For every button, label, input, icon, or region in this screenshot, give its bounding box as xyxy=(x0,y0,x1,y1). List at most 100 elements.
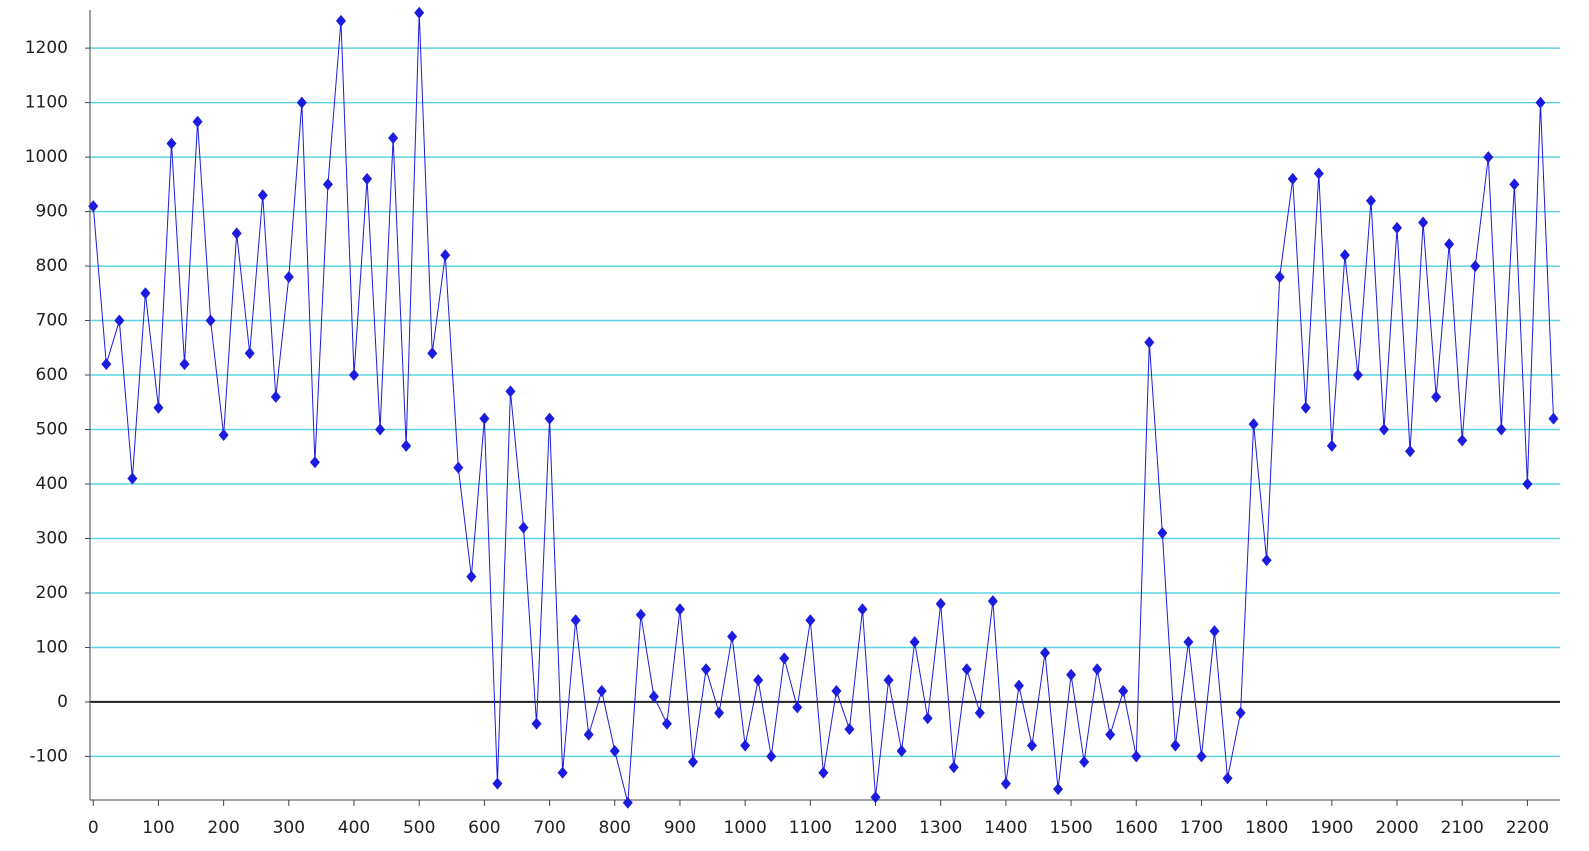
point xyxy=(349,369,360,382)
point xyxy=(609,744,620,757)
point xyxy=(1418,216,1429,229)
point xyxy=(844,723,855,736)
point xyxy=(883,674,894,687)
point xyxy=(1392,221,1403,234)
x-tick-label: 1900 xyxy=(1310,818,1353,838)
y-tick-label: 200 xyxy=(36,583,68,603)
point xyxy=(805,614,816,627)
y-tick-label: 300 xyxy=(36,528,68,548)
point xyxy=(948,761,959,774)
point xyxy=(596,685,607,698)
point xyxy=(1287,172,1298,185)
point xyxy=(727,630,738,643)
point xyxy=(114,314,125,327)
point xyxy=(231,227,242,240)
point xyxy=(935,597,946,610)
x-tick-label: 100 xyxy=(142,818,174,838)
point xyxy=(244,347,255,360)
point xyxy=(1131,750,1142,763)
y-tick-label: 500 xyxy=(36,420,68,440)
point xyxy=(1300,401,1311,414)
point xyxy=(218,428,229,441)
x-tick-label: 500 xyxy=(403,818,435,838)
x-tick-label: 300 xyxy=(273,818,305,838)
series-line xyxy=(92,12,1554,803)
x-tick-label: 2000 xyxy=(1375,818,1418,838)
point xyxy=(140,287,151,300)
point xyxy=(388,132,399,145)
x-tick-label: 700 xyxy=(533,818,565,838)
point xyxy=(1274,270,1285,283)
point xyxy=(101,358,112,371)
point xyxy=(1522,478,1533,490)
point xyxy=(414,6,425,19)
y-tick-label: 600 xyxy=(36,365,68,385)
point xyxy=(153,401,164,414)
point xyxy=(1496,423,1507,436)
point xyxy=(1235,706,1246,719)
point xyxy=(192,115,203,128)
point xyxy=(1339,249,1350,262)
point xyxy=(792,701,803,714)
point xyxy=(1483,151,1494,164)
y-tick-label: 900 xyxy=(36,202,68,222)
point xyxy=(1066,668,1077,681)
point xyxy=(283,270,294,283)
point xyxy=(987,595,998,608)
point xyxy=(544,412,555,425)
x-tick-label: 900 xyxy=(664,818,696,838)
point xyxy=(857,603,868,616)
point xyxy=(766,750,777,763)
point xyxy=(818,766,829,779)
point xyxy=(974,706,985,719)
point xyxy=(1222,772,1233,785)
point xyxy=(466,570,477,583)
point xyxy=(1405,445,1416,458)
point xyxy=(518,521,529,534)
point xyxy=(492,777,503,790)
point xyxy=(1183,636,1194,648)
x-tick-label: 1100 xyxy=(789,818,832,838)
point xyxy=(740,739,751,752)
point xyxy=(1313,167,1324,180)
point xyxy=(1261,554,1272,567)
point xyxy=(922,712,933,725)
x-tick-label: 1200 xyxy=(854,818,897,838)
x-tick-label: 2200 xyxy=(1506,818,1549,838)
point xyxy=(296,96,307,109)
x-tick-label: 1400 xyxy=(984,818,1027,838)
x-tick-label: 800 xyxy=(599,818,631,838)
point xyxy=(166,137,177,150)
point xyxy=(870,791,881,804)
point xyxy=(779,652,790,665)
point xyxy=(622,796,633,809)
x-tick-label: 1000 xyxy=(724,818,767,838)
point xyxy=(322,178,333,191)
point xyxy=(583,728,594,741)
x-tick-label: 1800 xyxy=(1245,818,1288,838)
y-tick-label: 400 xyxy=(36,474,68,494)
point xyxy=(701,663,712,676)
x-tick-label: 400 xyxy=(338,818,370,838)
y-tick-label: -100 xyxy=(29,746,68,766)
x-tick-label: 1600 xyxy=(1115,818,1158,838)
point xyxy=(1365,194,1376,207)
point xyxy=(570,614,581,627)
point xyxy=(1248,418,1259,431)
point xyxy=(661,717,672,730)
x-tick-label: 1700 xyxy=(1180,818,1223,838)
y-tick-label: 800 xyxy=(36,256,68,276)
point xyxy=(1000,777,1011,790)
point xyxy=(309,456,320,469)
point xyxy=(531,717,542,730)
point xyxy=(674,603,685,616)
point xyxy=(1196,750,1207,763)
point xyxy=(205,314,216,327)
point xyxy=(505,385,516,398)
point xyxy=(335,14,346,27)
point xyxy=(1457,434,1468,447)
point xyxy=(1209,625,1220,638)
point xyxy=(1470,260,1481,273)
point xyxy=(714,706,725,719)
x-tick-label: 600 xyxy=(468,818,500,838)
